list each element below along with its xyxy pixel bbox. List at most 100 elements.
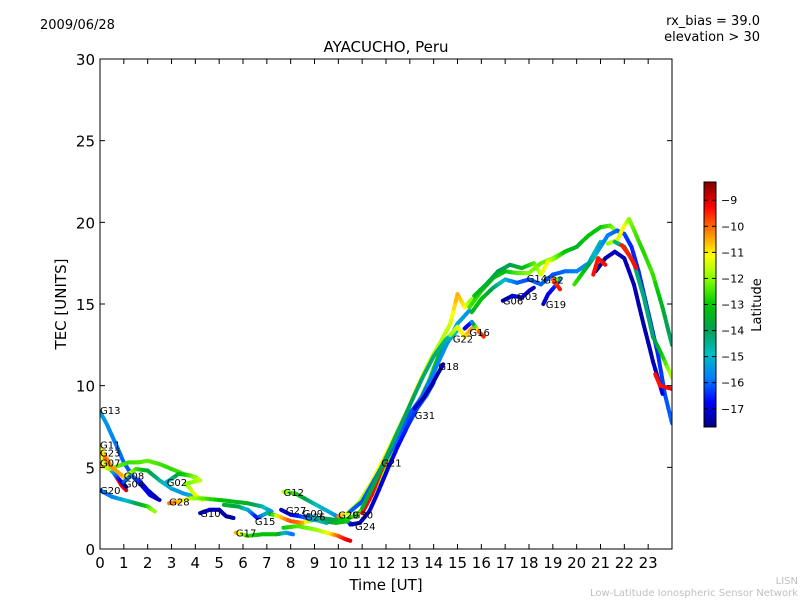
- rx-bias-label: rx_bias = 39.0: [666, 14, 760, 29]
- x-tick-label: 22: [615, 554, 634, 572]
- sat-label-g32: G32: [543, 276, 563, 287]
- sat-label-g20: G20: [100, 486, 120, 497]
- track-G28: [167, 496, 274, 514]
- track-unlabeled-30: [605, 217, 672, 347]
- sat-label-g15: G15: [255, 517, 275, 528]
- x-tick-label: 10: [329, 554, 348, 572]
- sat-label-g24: G24: [355, 522, 375, 533]
- x-tick-label: 19: [543, 554, 562, 572]
- track-segment: [480, 333, 486, 339]
- sat-label-g07: G07: [100, 458, 120, 469]
- sat-label-g21: G21: [381, 458, 401, 469]
- x-tick-label: 16: [472, 554, 491, 572]
- sat-label-g13: G13: [100, 406, 120, 417]
- track-segment: [468, 326, 474, 333]
- x-axis: 0 1 2 3 4 5 6 7 8 9 10 11 12 13 14 15 16 17 18 19 20 21 22 23: [95, 59, 658, 572]
- track-segment: [632, 262, 639, 271]
- colorbar-tick-label: −9: [721, 194, 737, 207]
- footer-lisn: LISN: [775, 576, 798, 587]
- track-segment: [601, 261, 608, 267]
- y-tick-label: 0: [85, 541, 95, 559]
- track-unlabeled-35: [591, 256, 608, 277]
- x-tick-label: 8: [286, 554, 296, 572]
- x-tick-label: 11: [353, 554, 372, 572]
- sat-label-g31: G31: [415, 411, 435, 422]
- sat-label-g16: G16: [469, 328, 489, 339]
- sat-label-g27: G27: [286, 506, 306, 517]
- x-tick-label: 20: [567, 554, 586, 572]
- x-tick-label: 23: [639, 554, 658, 572]
- date-label: 2009/06/28: [40, 18, 115, 33]
- x-tick-label: 9: [310, 554, 320, 572]
- x-tick-label: 17: [496, 554, 515, 572]
- track-G29: [336, 292, 474, 519]
- track-segment: [468, 297, 474, 304]
- sat-label-g22: G22: [453, 334, 473, 345]
- colorbar: −9 −10 −11 −12 −13 −14 −15 −16 −17 Latitude: [703, 181, 765, 428]
- elevation-label: elevation > 30: [664, 30, 760, 45]
- sat-label-g29: G29: [338, 511, 358, 522]
- sat-label-g28: G28: [169, 498, 189, 509]
- track-G31: [412, 362, 446, 411]
- y-tick-label: 30: [76, 51, 95, 69]
- colorbar-tick-label: −10: [721, 220, 744, 233]
- track-segment: [151, 508, 157, 514]
- chart-title: AYACUCHO, Peru: [323, 38, 449, 56]
- x-tick-label: 2: [143, 554, 153, 572]
- track-unlabeled-33: [619, 243, 639, 271]
- x-tick-label: 6: [238, 554, 248, 572]
- colorbar-tick-label: −11: [721, 246, 744, 259]
- colorbar-tick-label: −16: [721, 377, 744, 390]
- track-segment: [267, 508, 274, 514]
- track-segment: [123, 483, 129, 489]
- track-G20: [100, 488, 157, 514]
- y-tick-label: 5: [85, 459, 95, 477]
- y-tick-label: 15: [76, 296, 95, 314]
- sat-label-g03: G03: [517, 292, 537, 303]
- track-segment: [152, 494, 160, 501]
- colorbar-tick-label: −13: [721, 299, 744, 312]
- x-tick-label: 14: [424, 554, 443, 572]
- colorbar-label: Latitude: [750, 278, 765, 332]
- sat-label-g09: G09: [303, 509, 323, 520]
- sat-label-g30: G30: [353, 511, 373, 522]
- track-G04: [121, 473, 160, 501]
- track-segment: [123, 487, 129, 493]
- sat-label-g10: G10: [200, 509, 220, 520]
- x-tick-label: 21: [591, 554, 610, 572]
- x-tick-label: 7: [262, 554, 272, 572]
- track-segment: [556, 284, 562, 292]
- sat-label-g04: G04: [124, 480, 144, 491]
- track-G19: [541, 277, 562, 306]
- x-tick-label: 3: [167, 554, 177, 572]
- colorbar-tick-label: −17: [721, 403, 744, 416]
- rx-info: rx_bias = 39.0 elevation > 30: [664, 14, 760, 46]
- track-G32: [472, 223, 622, 298]
- x-axis-label: Time [UT]: [348, 576, 422, 594]
- track-G30: [348, 308, 472, 514]
- x-tick-label: 15: [448, 554, 467, 572]
- track-G10: [198, 507, 236, 520]
- footer-network: Low-Latitude Ionospheric Sensor Network: [590, 588, 798, 599]
- sat-label-g14: G14: [527, 274, 547, 285]
- sat-label-g19: G19: [546, 300, 566, 311]
- y-tick-label: 10: [76, 378, 95, 396]
- track-segment: [464, 308, 472, 316]
- track-G08: [102, 455, 198, 499]
- sat-label-g17: G17: [236, 529, 256, 540]
- x-tick-label: 12: [376, 554, 395, 572]
- track-segment: [440, 362, 446, 369]
- sat-label-g18: G18: [438, 362, 458, 373]
- track-segment: [530, 285, 536, 291]
- colorbar-tick-label: −15: [721, 351, 744, 364]
- x-tick-label: 0: [95, 554, 105, 572]
- track-G27: [281, 524, 353, 543]
- x-tick-label: 18: [519, 554, 538, 572]
- x-tick-label: 4: [191, 554, 201, 572]
- sat-label-g11: G11: [100, 441, 120, 452]
- colorbar-tick-label: −14: [721, 325, 744, 338]
- colorbar-ticks: −9 −10 −11 −12 −13 −14 −15 −16 −17: [704, 194, 744, 416]
- track-G17: [233, 530, 295, 538]
- track-G24: [348, 380, 436, 527]
- sat-label-g23: G23: [100, 449, 120, 460]
